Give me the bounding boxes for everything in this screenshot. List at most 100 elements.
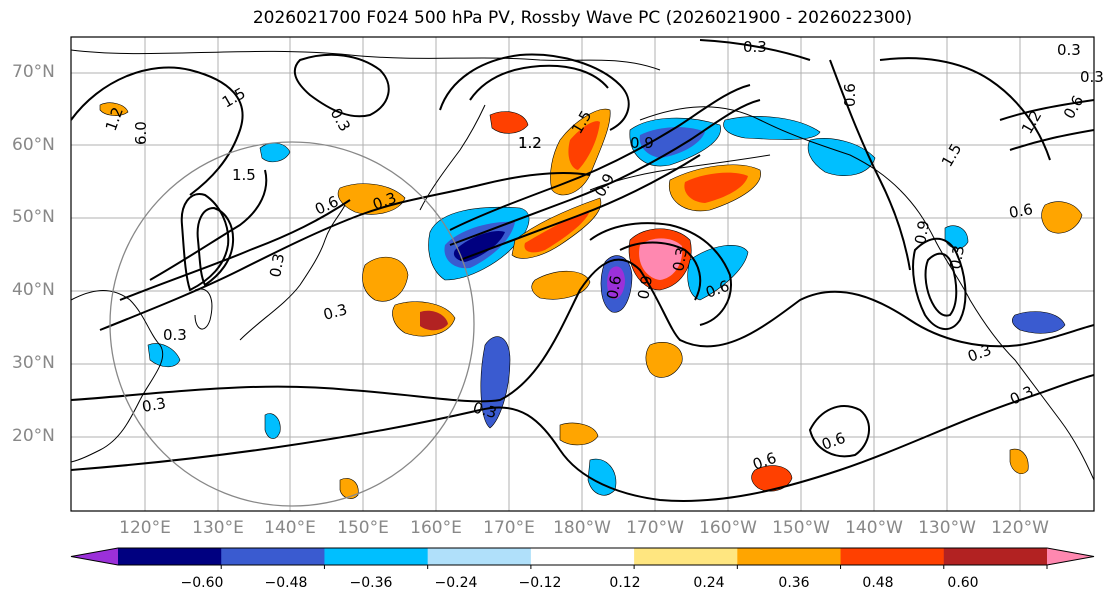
- contour-label: 0.9: [911, 219, 933, 246]
- lat-label-70n: 70°N: [12, 62, 55, 82]
- contour-0.3-north: [699, 39, 811, 61]
- colorbar-tick-label: −0.36: [349, 575, 393, 591]
- positive-anomaly-core: [524, 210, 590, 253]
- lon-label-160e: 160°E: [410, 518, 462, 538]
- contour-label: 0.6: [1008, 200, 1035, 222]
- contour-jet-2: [449, 99, 761, 246]
- siberia-coastline: [71, 49, 661, 71]
- contour-0.3-south: [71, 374, 1094, 502]
- kamchatka-coastline: [419, 104, 486, 211]
- contour-label: 0.9: [634, 274, 656, 301]
- map-frame: [70, 36, 1095, 512]
- colorbar-tick-label: 0.48: [862, 575, 894, 591]
- contour-0.9-pacific: [619, 241, 702, 301]
- contour-label: 0.3: [471, 398, 499, 422]
- negative-anomaly-patch: [944, 225, 969, 249]
- negative-anomaly-patch: [1011, 311, 1066, 334]
- negative-anomaly-patch: [147, 343, 181, 368]
- lon-label-170e: 170°E: [483, 518, 535, 538]
- colorbar-segment: [221, 548, 325, 565]
- contour-0.6-pacific: [589, 222, 732, 326]
- lon-label-170w: 170°W: [626, 518, 684, 538]
- korea-coastline: [194, 288, 213, 330]
- colorbar-segment: [118, 548, 222, 565]
- negative-anomaly-patch: [723, 116, 821, 140]
- lon-label-140w: 140°W: [845, 518, 903, 538]
- colorbar-extend-min: [71, 548, 118, 565]
- contour-0.6: [99, 172, 591, 331]
- colorbar-tick-label: 0.24: [693, 575, 725, 591]
- range-circle: [109, 141, 475, 507]
- colorbar-segment: [943, 548, 1048, 565]
- lon-label-180w: 180°W: [553, 518, 611, 538]
- positive-anomaly-core: [639, 238, 683, 280]
- lat-label-40n: 40°N: [12, 280, 55, 300]
- contour-label: 0.3: [669, 246, 691, 273]
- contour-label: 0.3: [743, 38, 767, 56]
- contour-label: 0.3: [321, 300, 349, 324]
- contour-1.2-north: [469, 64, 609, 101]
- contour-eastern-trough-inner: [924, 252, 958, 317]
- contour-jet-3: [459, 154, 701, 261]
- chart-title: 2026021700 F024 500 hPa PV, Rossby Wave …: [252, 8, 913, 28]
- contour-label: 0.3: [946, 244, 968, 271]
- negative-anomaly-core: [639, 127, 705, 158]
- positive-anomaly-patch: [339, 478, 359, 499]
- lon-label-140e: 140°E: [264, 518, 316, 538]
- positive-anomaly-patch: [1009, 448, 1029, 474]
- colorbar-tick-label: −0.48: [264, 575, 308, 591]
- contour-1.5-trough: [180, 193, 230, 292]
- positive-anomaly-patch: [559, 422, 599, 446]
- positive-anomaly-patch: [489, 111, 529, 134]
- contour-label: 0.3: [163, 326, 187, 344]
- contour-1.2: [149, 169, 268, 281]
- negative-anomaly-core: [607, 266, 625, 300]
- lon-label-160w: 160°W: [699, 518, 757, 538]
- contour-east-ridge: [999, 99, 1094, 121]
- contour-east-north: [879, 57, 1051, 161]
- colorbar-tick-label: −0.24: [434, 575, 478, 591]
- contour-label: 6.0: [132, 121, 150, 145]
- lon-label-120w: 120°W: [991, 518, 1049, 538]
- positive-anomaly-core: [568, 121, 600, 170]
- contour-eastern-trough: [912, 237, 967, 330]
- north-america-coastline: [899, 189, 1094, 481]
- colorbar-extend-max: [1047, 548, 1094, 565]
- lat-label-50n: 50°N: [12, 207, 55, 227]
- contour-label: 0.3: [266, 252, 288, 279]
- contour-label: 0.3: [1057, 41, 1081, 59]
- positive-anomaly-patch: [645, 342, 683, 378]
- colorbar-segment: [737, 548, 842, 565]
- contour-label: 0.6: [841, 83, 859, 107]
- colorbar-tick-label: 0.36: [778, 575, 810, 591]
- negative-anomaly-patch: [264, 413, 281, 439]
- contour-0.6-east: [829, 59, 911, 271]
- colorbar: [70, 547, 1095, 569]
- lat-label-60n: 60°N: [12, 135, 55, 155]
- lon-label-130w: 130°W: [918, 518, 976, 538]
- lon-label-130e: 130°E: [192, 518, 244, 538]
- lat-label-30n: 30°N: [12, 353, 55, 373]
- lon-label-150w: 150°W: [772, 518, 830, 538]
- colorbar-segment: [427, 548, 532, 565]
- coastlines: [71, 49, 1094, 481]
- positive-anomaly-core: [684, 172, 748, 203]
- colorbar-segment: [840, 548, 945, 565]
- japan-coastline: [239, 204, 346, 341]
- contour-label: 0.3: [141, 394, 168, 416]
- positive-anomaly-patch: [751, 465, 793, 492]
- contour-label: 0.9: [630, 134, 654, 152]
- contour-label: 1.2: [518, 134, 542, 152]
- colorbar-segment: [634, 548, 738, 565]
- contour-label: 0.6: [603, 274, 625, 301]
- colorbar-segment: [530, 548, 635, 565]
- colorbar-tick-label: −0.60: [180, 575, 224, 591]
- contour-0.6-southeast: [808, 405, 870, 458]
- pv-contours: [71, 39, 1094, 502]
- contour-label: 1.5: [232, 166, 256, 184]
- contour-1.5-trough-inner: [196, 206, 235, 287]
- colorbar-tick-label: 0.60: [947, 575, 979, 591]
- colorbar-segment: [324, 548, 429, 565]
- colorbar-tick-label: 0.12: [609, 575, 641, 591]
